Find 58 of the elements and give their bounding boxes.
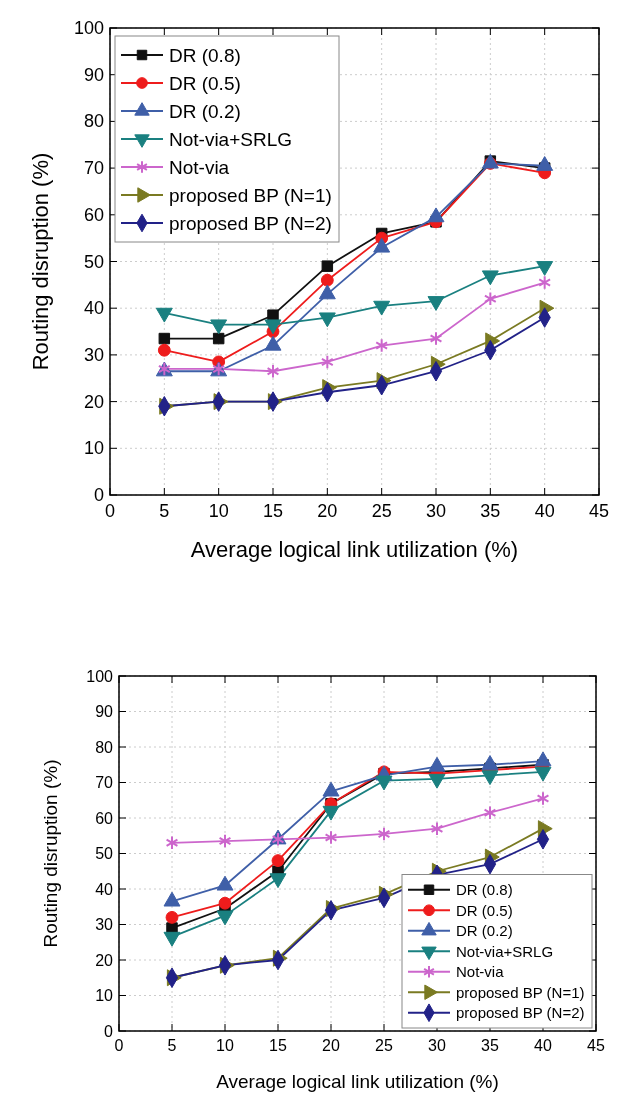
y-tick-label: 10 (95, 987, 114, 1004)
y-axis-title: Routing disruption (%) (40, 759, 61, 948)
y-tick-label: 90 (83, 64, 104, 85)
y-tick-label: 70 (83, 158, 104, 179)
x-tick-label: 5 (159, 501, 170, 521)
x-tick-label: 15 (262, 501, 284, 521)
y-tick-label: 60 (83, 204, 104, 225)
y-tick-label: 30 (95, 916, 114, 933)
legend-label: DR (0.5) (169, 72, 241, 94)
y-tick-label: 90 (95, 703, 114, 720)
x-tick-label: 30 (425, 501, 447, 521)
legend-label: Not-via+SRLG (169, 128, 293, 150)
x-tick-label: 40 (534, 1037, 552, 1054)
y-tick-label: 100 (73, 18, 104, 38)
x-tick-label: 40 (534, 501, 555, 521)
y-tick-label: 10 (83, 438, 104, 459)
x-tick-label: 25 (371, 501, 392, 521)
y-tick-label: 0 (93, 485, 104, 505)
x-tick-label: 45 (587, 1037, 605, 1054)
x-axis-title: Average logical link utilization (%) (190, 537, 519, 562)
y-tick-label: 50 (95, 845, 114, 862)
x-tick-label: 10 (208, 501, 229, 521)
legend-label: proposed BP (N=2) (456, 1004, 585, 1022)
legend-label: Not-via (169, 156, 230, 178)
x-tick-label: 35 (480, 501, 501, 521)
y-tick-label: 100 (86, 667, 114, 685)
legend-label: DR (0.8) (456, 881, 513, 899)
legend-label: proposed BP (N=1) (169, 184, 332, 206)
legend-label: Not-via+SRLG (456, 942, 554, 960)
y-axis-title: Routing disruption (%) (28, 152, 53, 371)
legend-label: DR (0.2) (169, 100, 241, 122)
y-tick-label: 40 (95, 880, 114, 898)
y-tick-label: 40 (83, 298, 104, 319)
y-tick-label: 70 (95, 774, 114, 791)
x-tick-label: 45 (588, 501, 610, 521)
y-tick-label: 20 (83, 391, 104, 412)
y-tick-label: 30 (83, 344, 104, 365)
legend-label: DR (0.8) (169, 44, 241, 66)
x-tick-label: 30 (428, 1037, 446, 1054)
x-tick-label: 35 (481, 1037, 499, 1054)
legend-label: proposed BP (N=2) (169, 212, 332, 234)
y-tick-label: 0 (104, 1022, 114, 1040)
y-tick-label: 80 (83, 111, 104, 132)
x-axis-title: Average logical link utilization (%) (216, 1071, 499, 1092)
legend-label: DR (0.5) (456, 901, 513, 919)
y-tick-label: 80 (95, 738, 114, 756)
legend-label: Not-via (456, 963, 505, 981)
x-tick-label: 10 (216, 1037, 234, 1054)
x-tick-label: 20 (322, 1037, 340, 1054)
legend-label: DR (0.2) (456, 922, 513, 940)
x-tick-label: 5 (167, 1037, 177, 1054)
y-tick-label: 50 (83, 251, 104, 272)
x-tick-label: 25 (375, 1037, 393, 1054)
y-tick-label: 20 (95, 951, 114, 969)
x-tick-label: 20 (317, 501, 338, 521)
x-tick-label: 15 (269, 1037, 287, 1054)
y-tick-label: 60 (95, 809, 114, 827)
legend-label: proposed BP (N=1) (456, 983, 585, 1001)
